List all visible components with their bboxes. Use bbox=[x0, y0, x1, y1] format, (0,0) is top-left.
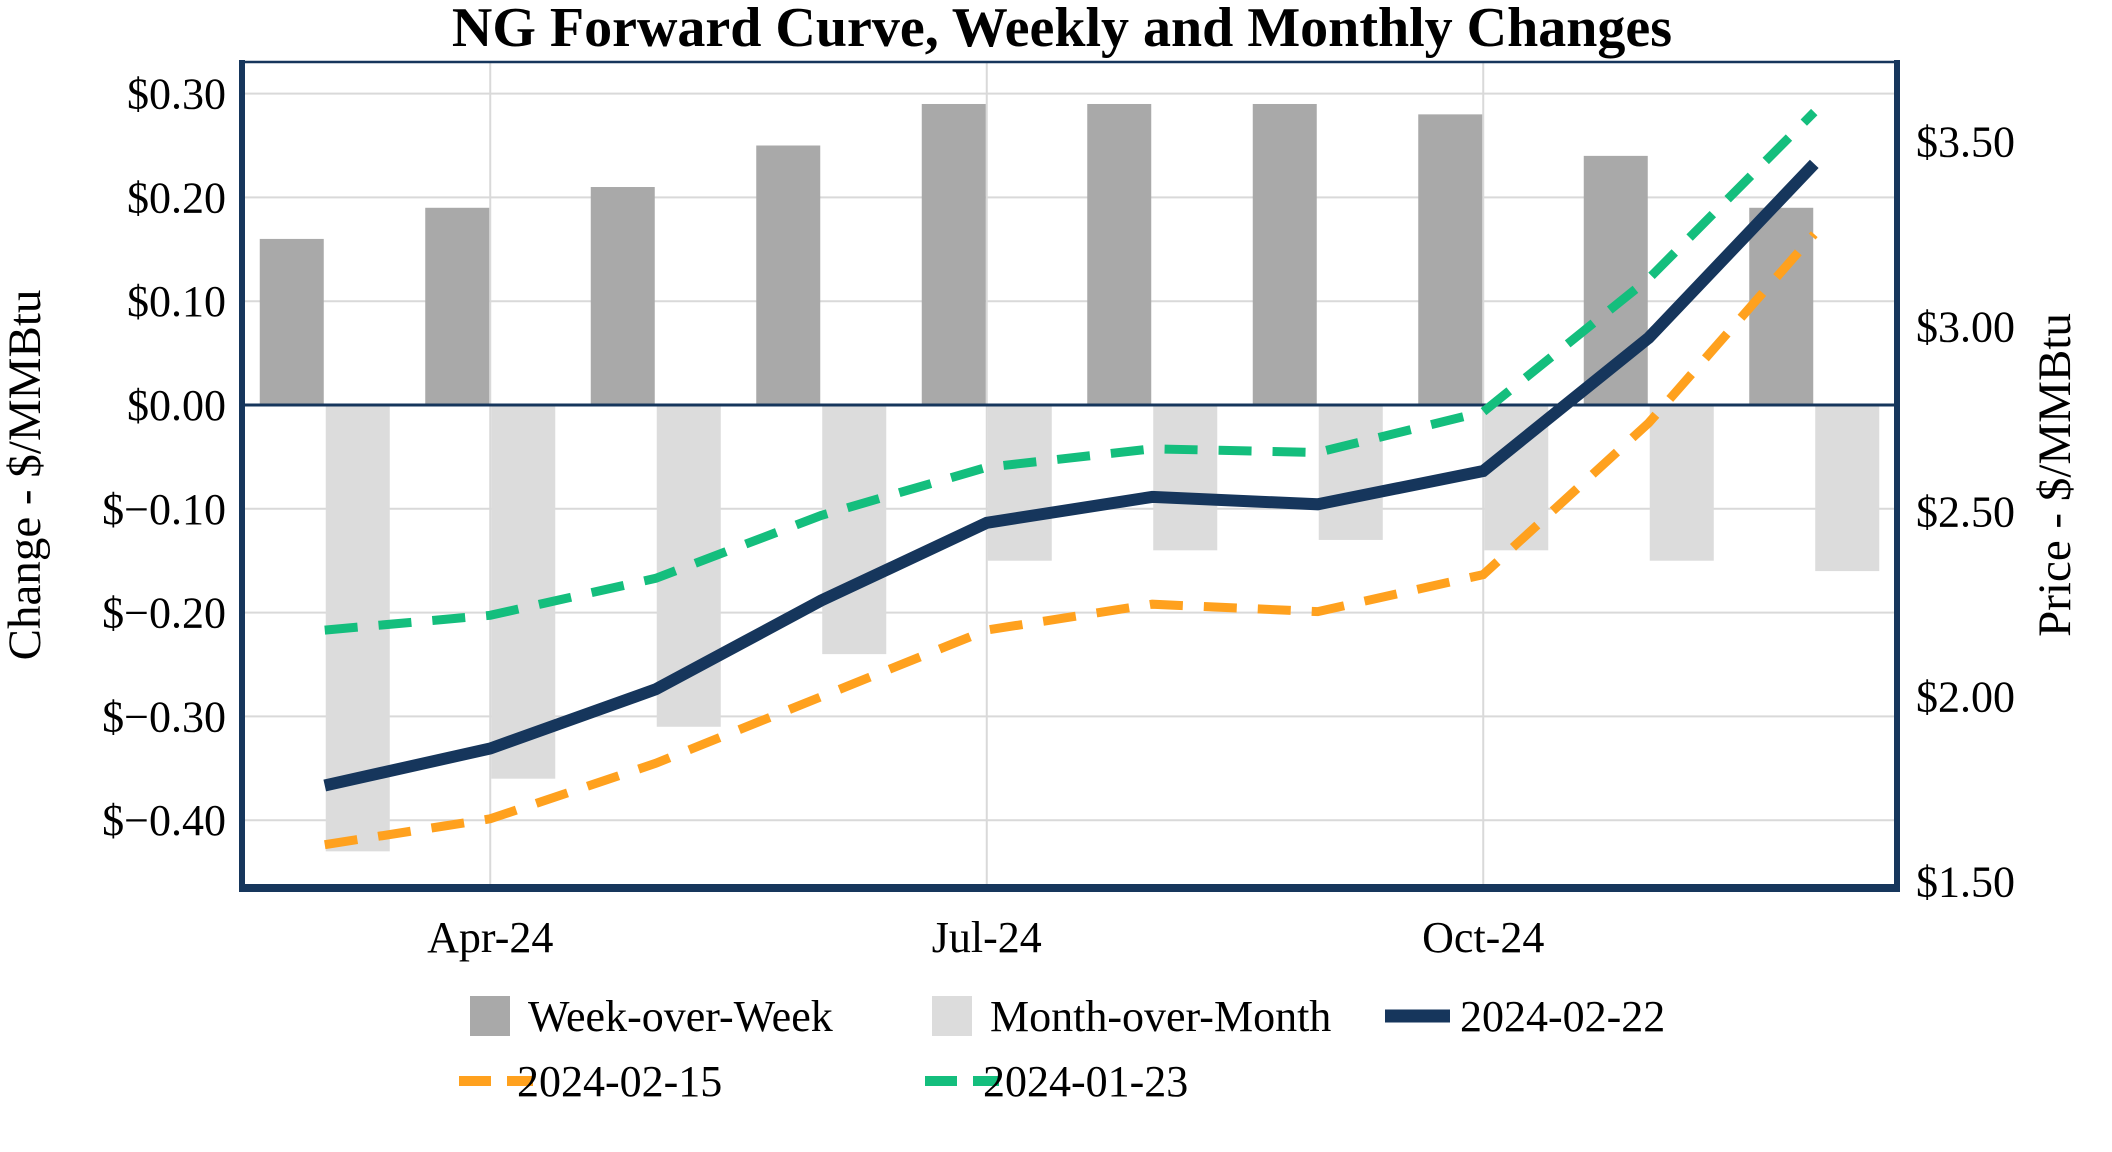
legend-label: Week-over-Week bbox=[528, 992, 833, 1041]
bar-week-over-week bbox=[1749, 207, 1814, 405]
bar-week-over-week bbox=[921, 103, 986, 405]
line-2024-01-23 bbox=[324, 108, 1818, 635]
bar-month-over-month bbox=[491, 405, 556, 779]
bar-week-over-week bbox=[590, 187, 655, 405]
left-tick-label: $0.10 bbox=[127, 277, 226, 326]
chart-title: NG Forward Curve, Weekly and Monthly Cha… bbox=[452, 0, 1672, 59]
bar-month-over-month bbox=[1815, 405, 1880, 572]
bar-week-over-week bbox=[425, 207, 490, 405]
legend: Week-over-Week Month-over-Month 2024-02-22… bbox=[459, 992, 1665, 1106]
legend-item-Week-over-Week: Week-over-Week bbox=[470, 992, 833, 1041]
right-tick-label: $3.50 bbox=[1916, 118, 2015, 167]
right-tick-label: $2.50 bbox=[1916, 488, 2015, 537]
legend-item-2024-02-22: 2024-02-22 bbox=[1385, 992, 1665, 1041]
plot-frame bbox=[239, 60, 1900, 892]
left-tick-label: $0.00 bbox=[127, 381, 226, 430]
legend-label: 2024-01-23 bbox=[983, 1057, 1188, 1106]
x-tick-label: Oct-24 bbox=[1422, 913, 1544, 962]
legend-item-2024-02-15: 2024-02-15 bbox=[459, 1057, 722, 1106]
bar-month-over-month bbox=[1153, 405, 1218, 551]
legend-label: 2024-02-15 bbox=[517, 1057, 722, 1106]
right-axis-title: Price - $/MMBtu bbox=[2029, 313, 2081, 637]
legend-swatch-icon bbox=[470, 996, 510, 1036]
left-tick-label: $−0.30 bbox=[102, 692, 226, 741]
left-tick-label: $−0.10 bbox=[102, 485, 226, 534]
left-tick-label: $0.20 bbox=[127, 173, 226, 222]
bar-month-over-month bbox=[1318, 405, 1383, 540]
x-tick-label: Jul-24 bbox=[932, 913, 1042, 962]
lines-layer bbox=[323, 108, 1819, 850]
legend-label: 2024-02-22 bbox=[1460, 992, 1665, 1041]
legend-swatch-icon bbox=[932, 996, 972, 1036]
left-tick-label: $0.30 bbox=[127, 70, 226, 119]
line-2024-02-22 bbox=[323, 159, 1819, 792]
bar-month-over-month bbox=[987, 405, 1052, 561]
bar-week-over-week bbox=[756, 145, 821, 405]
right-tick-label: $1.50 bbox=[1916, 858, 2015, 907]
legend-label: Month-over-Month bbox=[990, 992, 1331, 1041]
bar-week-over-week bbox=[1252, 103, 1317, 405]
left-tick-label: $−0.20 bbox=[102, 589, 226, 638]
bar-week-over-week bbox=[259, 238, 324, 405]
right-tick-label: $2.00 bbox=[1916, 673, 2015, 722]
bar-month-over-month bbox=[822, 405, 887, 655]
tick-labels: $0.30 $0.20 $0.10 $0.00 $−0.10 $−0.20 $−0.30 $−… bbox=[102, 70, 2015, 962]
x-tick-label: Apr-24 bbox=[427, 913, 553, 962]
line-2024-02-15 bbox=[324, 231, 1818, 850]
left-tick-label: $−0.40 bbox=[102, 796, 226, 845]
legend-item-Month-over-Month: Month-over-Month bbox=[932, 992, 1331, 1041]
bar-month-over-month bbox=[1649, 405, 1714, 561]
bar-week-over-week bbox=[1087, 103, 1152, 405]
gridlines bbox=[242, 62, 1897, 888]
bar-week-over-week bbox=[1418, 114, 1483, 406]
legend-item-2024-01-23: 2024-01-23 bbox=[925, 1057, 1188, 1106]
right-tick-label: $3.00 bbox=[1916, 303, 2015, 352]
left-axis-title: Change - $/MMBtu bbox=[0, 290, 51, 661]
